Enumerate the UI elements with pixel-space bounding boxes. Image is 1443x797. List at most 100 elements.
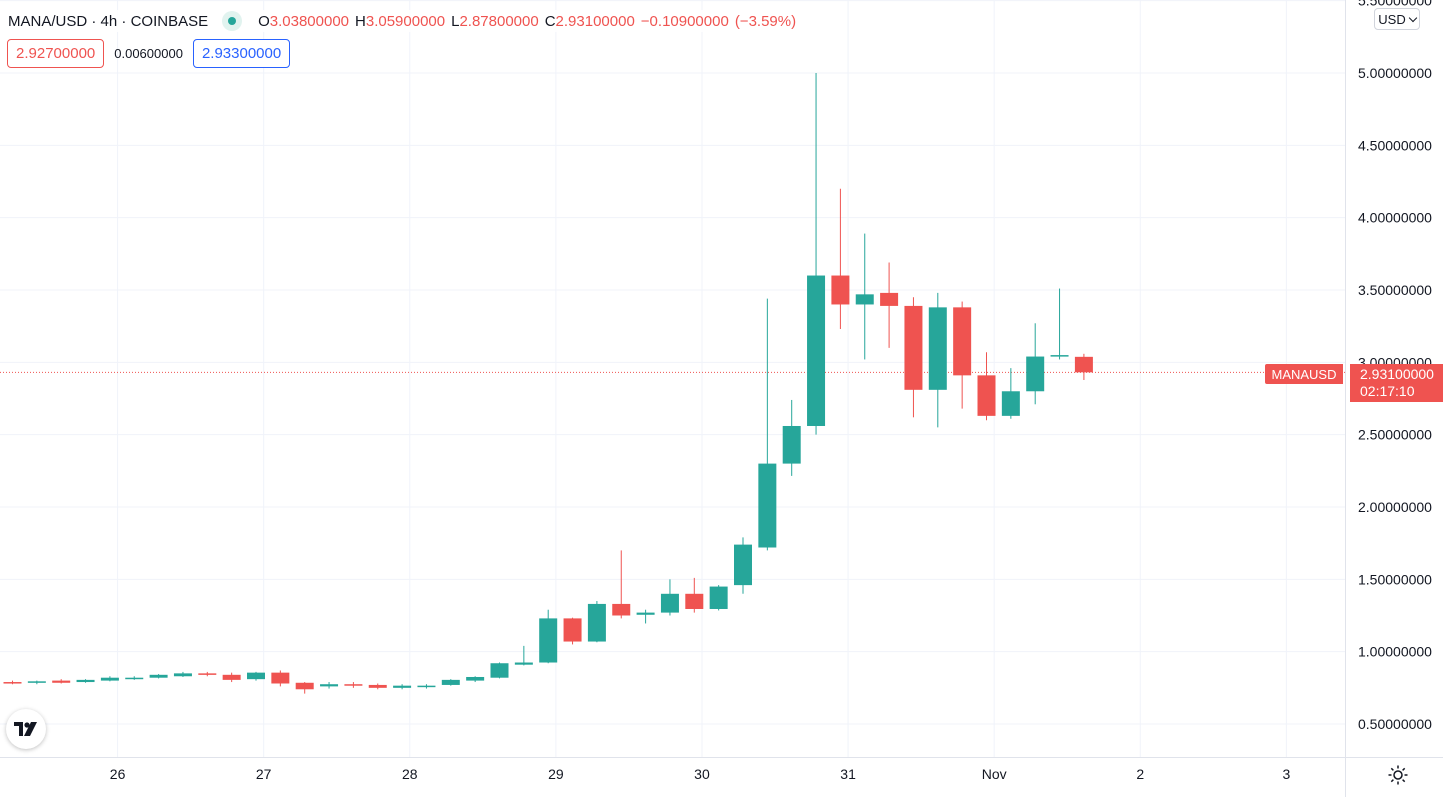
- candle: [636, 609, 655, 624]
- candle-body: [904, 305, 923, 390]
- price-tick-label: 2.50000000: [1358, 427, 1432, 443]
- candle-body: [953, 307, 972, 376]
- candle-body: [782, 425, 801, 464]
- sell-button[interactable]: 2.92700000: [7, 39, 105, 68]
- candle-body: [928, 307, 947, 390]
- interval-label: 4h: [100, 12, 118, 30]
- price-tick-label: 4.50000000: [1358, 137, 1432, 153]
- candle: [1026, 323, 1045, 405]
- candle: [612, 550, 631, 619]
- candle-body: [514, 662, 533, 665]
- candle-body: [271, 672, 290, 684]
- candle-body: [734, 544, 752, 586]
- candle: [100, 676, 119, 682]
- candle: [855, 233, 874, 360]
- candle: [441, 679, 460, 686]
- candle-body: [1074, 356, 1093, 373]
- candle: [904, 297, 923, 418]
- candle: [3, 680, 22, 685]
- candle-body: [76, 679, 95, 683]
- candle-body: [466, 676, 485, 681]
- candle: [660, 579, 679, 616]
- candle: [173, 671, 192, 677]
- candle: [149, 674, 168, 679]
- candle: [198, 671, 217, 677]
- candle: [417, 684, 436, 689]
- candle: [368, 683, 387, 690]
- grid-layer: [0, 0, 1345, 757]
- currency-dropdown[interactable]: USD: [1374, 8, 1420, 30]
- candle: [344, 682, 363, 688]
- candle: [52, 679, 71, 684]
- candle-body: [368, 684, 387, 688]
- ohlc-low: L2.87800000: [451, 12, 539, 30]
- candle: [709, 585, 728, 611]
- tradingview-logo-icon[interactable]: [6, 709, 46, 749]
- ohlc-open: O3.03800000: [258, 12, 350, 30]
- time-tick-label: 30: [694, 766, 710, 782]
- currency-label: USD: [1378, 11, 1406, 27]
- gear-icon[interactable]: [1386, 763, 1410, 787]
- price-change: −0.10900000: [640, 12, 729, 30]
- candle-body: [52, 680, 71, 683]
- price-tick-label: 1.50000000: [1358, 571, 1432, 587]
- candle-body: [685, 593, 704, 609]
- candle: [831, 188, 850, 330]
- candle: [734, 537, 752, 594]
- candle: [563, 617, 582, 645]
- candle: [76, 679, 95, 683]
- candle-body: [831, 275, 850, 305]
- exchange-name: COINBASE: [130, 12, 209, 30]
- candle-body: [247, 672, 265, 680]
- chevron-down-icon: [1408, 13, 1417, 22]
- candle-body: [807, 275, 826, 426]
- candle: [393, 684, 412, 690]
- time-tick-label: Nov: [982, 766, 1007, 782]
- candle: [490, 662, 509, 679]
- candle: [1074, 353, 1093, 380]
- price-tick-label: 5.50000000: [1358, 0, 1432, 9]
- candle: [928, 292, 947, 428]
- candle-body: [660, 593, 679, 613]
- price-tick-label: 1.00000000: [1358, 644, 1432, 660]
- price-axis[interactable]: 0.50000000 1.00000000 1.50000000 2.00000000…: [1358, 0, 1432, 732]
- candle: [27, 680, 46, 685]
- candle: [247, 671, 265, 681]
- candle-body: [539, 618, 558, 663]
- price-tick-label: 5.00000000: [1358, 65, 1432, 81]
- price-tick-label: 2.00000000: [1358, 499, 1432, 515]
- candle-body: [880, 292, 899, 306]
- symbol-title[interactable]: MANA/USD · 4h · COINBASE: [8, 12, 209, 30]
- time-axis[interactable]: 26 27 28 29 30 31 Nov 2 3: [110, 766, 1291, 782]
- price-tick-label: 4.00000000: [1358, 210, 1432, 226]
- time-tick-label: 31: [840, 766, 856, 782]
- buy-button[interactable]: 2.93300000: [192, 39, 291, 68]
- candle: [782, 399, 801, 476]
- candle: [1050, 288, 1069, 360]
- symbol-name: MANA/USD: [8, 12, 88, 30]
- candle: [977, 352, 996, 421]
- time-tick-label: 27: [256, 766, 272, 782]
- candle: [587, 601, 606, 643]
- candle-body: [222, 674, 241, 680]
- price-tick-label: 0.50000000: [1358, 716, 1432, 732]
- spread-value: 0.00600000: [114, 46, 183, 61]
- time-tick-label: 28: [402, 766, 418, 782]
- candle-body: [758, 463, 777, 548]
- candle-body: [612, 603, 631, 616]
- candle: [1001, 368, 1020, 419]
- candle: [758, 298, 777, 551]
- candle-body: [490, 663, 509, 678]
- candle-body: [1050, 355, 1069, 357]
- candle-body: [149, 674, 168, 678]
- market-status-dot-icon[interactable]: [222, 11, 243, 31]
- candle-body: [3, 682, 22, 684]
- time-tick-label: 2: [1136, 766, 1144, 782]
- candle-body: [1001, 391, 1020, 416]
- ohlc-high: H3.05900000: [355, 12, 446, 30]
- bar-countdown: 02:17:10: [1360, 383, 1415, 399]
- candle-body: [173, 673, 192, 677]
- candle-body: [295, 682, 314, 690]
- candle-body: [198, 673, 217, 675]
